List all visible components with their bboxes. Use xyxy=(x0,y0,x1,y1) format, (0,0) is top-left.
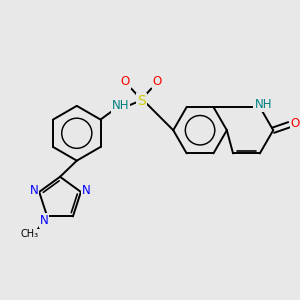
Text: O: O xyxy=(153,75,162,88)
Text: NH: NH xyxy=(254,98,272,111)
Text: N: N xyxy=(82,184,91,197)
Text: S: S xyxy=(137,94,146,108)
Text: NH: NH xyxy=(112,99,129,112)
Text: N: N xyxy=(30,184,38,197)
Text: O: O xyxy=(121,75,130,88)
Text: O: O xyxy=(290,117,300,130)
Text: N: N xyxy=(40,214,48,227)
Text: CH₃: CH₃ xyxy=(21,230,39,239)
